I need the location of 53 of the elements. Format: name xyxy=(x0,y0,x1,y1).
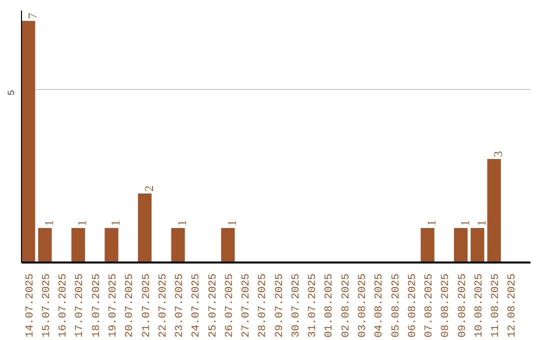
bar xyxy=(104,228,118,262)
data-label: 1 xyxy=(224,220,239,226)
x-tick-label: 22.07.2025 xyxy=(157,273,170,338)
bar xyxy=(470,228,484,262)
bar xyxy=(420,228,434,262)
x-tick-label: 14.07.2025 xyxy=(24,273,36,338)
x-tick-label: 08.08.2025 xyxy=(440,273,452,338)
bar xyxy=(221,228,235,262)
x-tick-label: 31.07.2025 xyxy=(307,273,320,338)
x-tick-label: 01.08.2025 xyxy=(324,273,336,338)
x-tick-label: 07.08.2025 xyxy=(424,273,436,338)
x-tick-label: 25.07.2025 xyxy=(207,273,220,338)
data-label: 1 xyxy=(424,220,439,226)
x-tick-label: 16.07.2025 xyxy=(58,273,70,338)
x-tick-label: 28.07.2025 xyxy=(257,273,270,338)
data-label: 1 xyxy=(108,220,122,226)
data-label: 7 xyxy=(25,12,40,19)
x-tick-label: 20.07.2025 xyxy=(124,273,136,338)
data-label: 1 xyxy=(42,220,56,226)
bar xyxy=(487,158,501,262)
data-label: 1 xyxy=(474,220,488,226)
x-tick-label: 12.08.2025 xyxy=(506,273,519,338)
x-tick-label: 21.07.2025 xyxy=(140,273,153,338)
bar xyxy=(138,193,152,262)
x-tick-label: 24.07.2025 xyxy=(190,273,203,338)
x-tick-label: 11.08.2025 xyxy=(490,273,502,338)
data-label: 1 xyxy=(175,220,190,226)
x-tick-label: 06.08.2025 xyxy=(406,273,419,338)
x-tick-label: 27.07.2025 xyxy=(240,273,253,338)
x-tick-label: 26.07.2025 xyxy=(224,273,236,338)
bar xyxy=(71,228,86,262)
data-label: 1 xyxy=(458,220,472,226)
x-tick-label: 03.08.2025 xyxy=(357,273,369,338)
x-tick-label: 02.08.2025 xyxy=(340,273,352,338)
bar xyxy=(38,228,52,262)
bar xyxy=(171,228,185,262)
data-label: 3 xyxy=(491,150,506,157)
data-label: 1 xyxy=(75,220,90,226)
x-tick-label: 04.08.2025 xyxy=(374,273,386,338)
x-tick-label: 18.07.2025 xyxy=(90,273,103,338)
x-tick-label: 17.07.2025 xyxy=(74,273,86,338)
x-tick-label: 15.07.2025 xyxy=(40,273,53,338)
bar xyxy=(454,228,468,262)
x-tick-label: 23.07.2025 xyxy=(174,273,186,338)
x-tick-label: 29.07.2025 xyxy=(274,273,286,338)
x-tick-label: 05.08.2025 xyxy=(390,273,402,338)
data-label: 2 xyxy=(142,185,156,192)
x-tick-label: 19.07.2025 xyxy=(107,273,120,338)
y-tick-label: 5 xyxy=(6,90,17,96)
bar xyxy=(22,20,36,262)
x-tick-label: 09.08.2025 xyxy=(456,273,469,338)
x-tick-label: 10.08.2025 xyxy=(473,273,486,338)
x-tick-label: 30.07.2025 xyxy=(290,273,302,338)
